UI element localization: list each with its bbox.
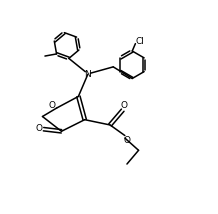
Text: O: O — [35, 124, 42, 133]
Text: O: O — [123, 136, 130, 145]
Text: N: N — [85, 70, 91, 79]
Text: O: O — [120, 101, 127, 110]
Text: O: O — [48, 101, 55, 110]
Text: Cl: Cl — [136, 37, 145, 46]
